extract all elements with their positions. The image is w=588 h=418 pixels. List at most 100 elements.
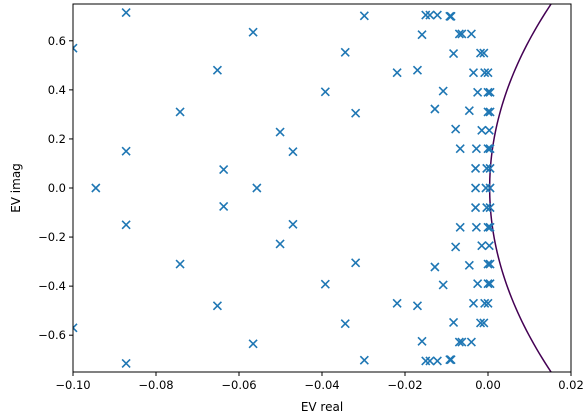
eigenvalue-point: [175, 259, 185, 269]
eigenvalue-point: [288, 219, 298, 229]
eigenvalue-point: [275, 239, 285, 249]
eigenvalue-point: [392, 298, 402, 308]
eigenvalue-point: [425, 10, 435, 20]
eigenvalue-point: [485, 163, 495, 173]
eigenvalue-point: [485, 222, 495, 232]
eigenvalue-point: [485, 144, 495, 154]
eigenvalue-point: [454, 337, 464, 347]
eigenvalue-point: [73, 323, 78, 333]
y-axis-ticks: −0.6 −0.4 −0.2 0.0 0.2 0.4 0.6: [38, 34, 73, 342]
eigenvalue-point: [483, 68, 493, 78]
eigenvalue-point: [468, 298, 479, 308]
y-tick-label: 0.4: [48, 83, 66, 97]
eigenvalue-point: [248, 339, 258, 349]
eigenvalue-point: [438, 86, 448, 96]
eigenvalue-point: [121, 358, 131, 368]
eigenvalue-point: [473, 279, 483, 289]
eigenvalue-point: [482, 203, 492, 213]
eigenvalue-point: [91, 183, 101, 193]
x-axis-label: EV real: [301, 400, 343, 414]
eigenvalue-point: [212, 301, 222, 311]
y-tick-label: 0.6: [48, 34, 66, 48]
eigenvalue-point: [480, 298, 490, 308]
eigenvalue-point: [412, 301, 423, 311]
x-tick-label: 0.00: [475, 378, 501, 392]
eigenvalue-point: [359, 355, 369, 365]
eigenvalue-point: [457, 29, 467, 39]
eigenvalue-point: [412, 65, 423, 75]
eigenvalue-point: [480, 68, 490, 78]
eigenvalue-point: [484, 241, 494, 251]
eigenvalue-point: [470, 183, 481, 193]
eigenvalue-point: [477, 241, 487, 251]
plot-marks: [73, 4, 552, 372]
eigenvalue-point: [483, 107, 493, 117]
eigenvalue-point: [425, 356, 435, 366]
y-tick-label: 0.2: [48, 132, 66, 146]
x-axis-ticks: −0.10 −0.08 −0.06 −0.04 −0.02 0.00 0.02: [55, 372, 584, 392]
eigenvalue-point: [417, 30, 427, 40]
eigenvalue-point: [483, 87, 493, 97]
eigenvalue-point: [471, 144, 481, 154]
eigenvalue-point: [446, 355, 456, 365]
eigenvalue-point: [417, 336, 427, 346]
eigenvalue-point: [451, 124, 461, 134]
y-axis-label: EV imag: [9, 163, 23, 213]
eigenvalue-point: [473, 87, 483, 97]
eigenvalue-point: [479, 318, 489, 328]
eigenvalue-point: [481, 183, 491, 193]
eigenvalue-point: [482, 163, 492, 173]
eigenvalue-point: [464, 106, 474, 116]
eigenvalue-point: [485, 87, 495, 97]
eigenvalue-point: [454, 29, 464, 39]
eigenvalue-point: [432, 10, 442, 20]
eigenvalue-point: [421, 10, 431, 20]
eigenvalue-point: [421, 356, 431, 366]
eigenvalue-point: [121, 220, 131, 230]
eigenvalue-point: [464, 260, 474, 270]
eigenvalue-point: [483, 298, 493, 308]
eigenvalue-point: [485, 279, 495, 289]
eigenvalue-point: [359, 11, 369, 21]
eigenvalue-point: [484, 125, 494, 135]
y-tick-label: −0.6: [38, 328, 66, 342]
eigenvalue-point: [448, 317, 459, 328]
eigenvalue-point: [212, 65, 222, 75]
eigenvalue-point: [432, 356, 442, 366]
eigenvalue-point: [455, 222, 465, 232]
eigenvalue-point: [457, 337, 467, 347]
eigenvalue-point: [445, 355, 455, 365]
eigenvalue-point: [483, 222, 493, 232]
eigenvalue-point: [121, 146, 131, 156]
eigenvalue-point: [466, 337, 476, 347]
eigenvalue-point: [485, 259, 495, 269]
x-tick-label: −0.06: [221, 378, 256, 392]
eigenvalue-point: [468, 68, 479, 78]
eigenvalue-point: [340, 47, 350, 57]
eigenvalue-point: [121, 8, 131, 18]
eigenvalue-point: [455, 144, 465, 154]
eigenvalue-point: [73, 43, 78, 53]
eigenvalue-point: [340, 319, 350, 329]
eigenvalue-point: [288, 147, 298, 157]
eigenvalue-point: [248, 27, 258, 37]
eigenvalue-point: [483, 279, 493, 289]
eigenvalue-point: [479, 48, 489, 58]
eigenvalue-point: [485, 107, 495, 117]
eigenvalue-point: [438, 280, 448, 290]
eigenvalue-point: [470, 203, 481, 213]
eigenvalue-point: [320, 87, 330, 97]
eigenvalue-point: [430, 262, 440, 272]
eigenvalue-point: [466, 29, 476, 39]
eigenvalue-point: [320, 279, 330, 289]
eigenvalue-point: [470, 163, 481, 173]
eigenvalue-point: [483, 144, 493, 154]
y-tick-label: 0.0: [48, 181, 66, 195]
eigenvalue-point: [351, 108, 361, 118]
eigenvalue-point: [219, 201, 229, 211]
y-tick-label: −0.4: [38, 279, 66, 293]
x-tick-label: −0.08: [138, 378, 173, 392]
eigenvalue-point: [351, 258, 361, 268]
eigenvalue-point: [448, 48, 459, 59]
